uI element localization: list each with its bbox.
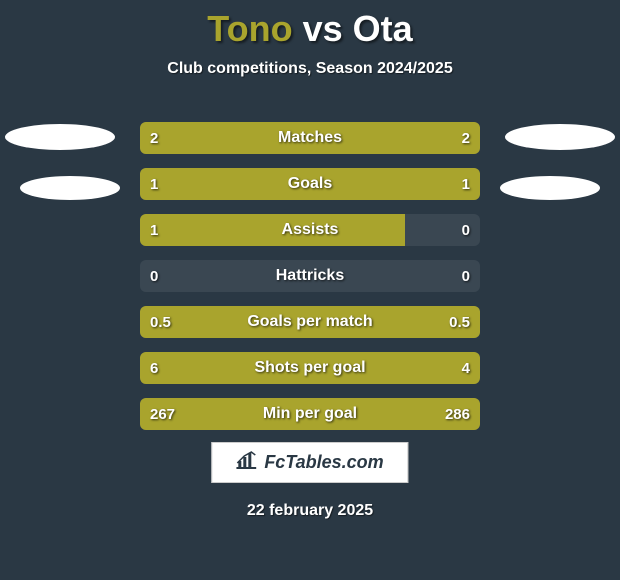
stat-value-left: 2 bbox=[150, 122, 158, 154]
watermark: FcTables.com bbox=[211, 442, 408, 483]
stat-label: Hattricks bbox=[140, 260, 480, 292]
bar-left-fill bbox=[140, 352, 344, 384]
bar-left-fill bbox=[140, 122, 310, 154]
stat-value-right: 0 bbox=[462, 214, 470, 246]
stat-value-left: 267 bbox=[150, 398, 175, 430]
bar-left-fill bbox=[140, 214, 405, 246]
stat-value-right: 286 bbox=[445, 398, 470, 430]
subtitle: Club competitions, Season 2024/2025 bbox=[0, 60, 620, 78]
watermark-text: FcTables.com bbox=[264, 452, 383, 473]
page-title: Tono vs Ota bbox=[0, 8, 620, 50]
bar-right-fill bbox=[344, 352, 480, 384]
stat-value-left: 1 bbox=[150, 168, 158, 200]
bar-right-fill bbox=[310, 168, 480, 200]
stat-value-left: 1 bbox=[150, 214, 158, 246]
date: 22 february 2025 bbox=[0, 502, 620, 520]
stat-bar: 10Assists bbox=[140, 214, 480, 246]
player1-badge-2 bbox=[20, 176, 120, 200]
player1-badge-1 bbox=[5, 124, 115, 150]
title-player2: Ota bbox=[353, 8, 413, 49]
stat-bar: 267286Min per goal bbox=[140, 398, 480, 430]
stat-value-right: 1 bbox=[462, 168, 470, 200]
stat-bar: 64Shots per goal bbox=[140, 352, 480, 384]
stat-bar: 0.50.5Goals per match bbox=[140, 306, 480, 338]
stat-value-left: 6 bbox=[150, 352, 158, 384]
stat-value-right: 4 bbox=[462, 352, 470, 384]
stat-bar: 11Goals bbox=[140, 168, 480, 200]
stat-value-left: 0 bbox=[150, 260, 158, 292]
stat-bar: 0 0Hattricks bbox=[140, 260, 480, 292]
player2-badge-1 bbox=[505, 124, 615, 150]
stat-value-right: 0.5 bbox=[449, 306, 470, 338]
title-player1: Tono bbox=[207, 8, 292, 49]
stat-value-left: 0.5 bbox=[150, 306, 171, 338]
bar-left-fill bbox=[140, 168, 310, 200]
bar-right-fill bbox=[310, 122, 480, 154]
player2-badge-2 bbox=[500, 176, 600, 200]
stat-bar: 22Matches bbox=[140, 122, 480, 154]
title-vs: vs bbox=[303, 8, 343, 49]
chart-icon bbox=[236, 451, 256, 474]
stat-value-right: 2 bbox=[462, 122, 470, 154]
stats-container: 22Matches11Goals10Assists00Hattricks0.50… bbox=[140, 122, 480, 444]
stat-value-right: 0 bbox=[462, 260, 470, 292]
title-container: Tono vs Ota bbox=[0, 0, 620, 50]
